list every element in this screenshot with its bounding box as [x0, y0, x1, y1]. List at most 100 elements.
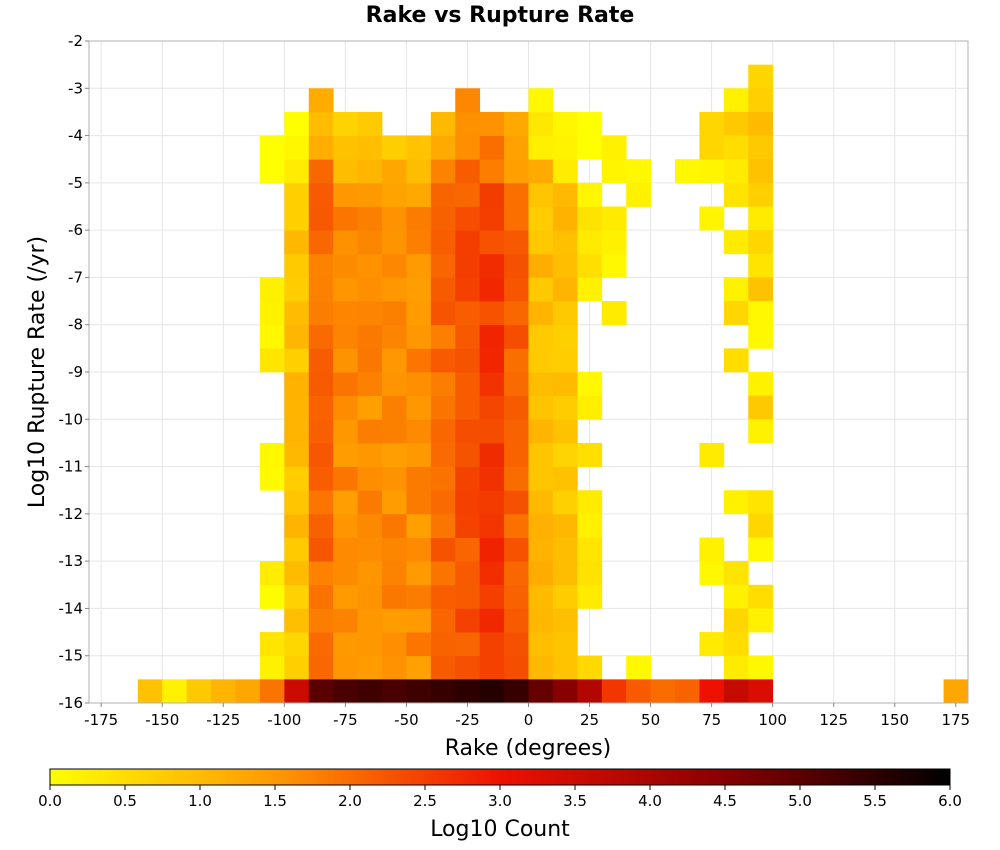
- heatmap-cell: [528, 372, 554, 397]
- heatmap-cell: [528, 632, 554, 657]
- heatmap-cell: [699, 159, 725, 184]
- heatmap-cell: [430, 324, 456, 349]
- heatmap-cell: [528, 253, 554, 278]
- heatmap-cell: [699, 632, 725, 657]
- x-tick-label: 150: [880, 711, 909, 729]
- heatmap-cell: [479, 301, 505, 326]
- colorbar-ticks: 0.0 0.5 1.0 1.5 2.0 2.5 3.0 3.5 4.0 4.5 5.0 5.5 6.0: [38, 785, 962, 810]
- heatmap-cell: [308, 561, 334, 586]
- heatmap-cell: [333, 135, 358, 160]
- heatmap-cell: [601, 253, 627, 278]
- heatmap-cell: [723, 608, 749, 633]
- heatmap-cell: [333, 111, 358, 136]
- heatmap-cell: [382, 253, 407, 278]
- heatmap-cell: [504, 442, 529, 467]
- heatmap-cell: [430, 348, 456, 373]
- heatmap-cell: [284, 466, 310, 491]
- heatmap-cell: [357, 372, 383, 397]
- heatmap-cell: [943, 679, 968, 703]
- heatmap-cell: [479, 679, 505, 703]
- heatmap-cell: [308, 206, 334, 231]
- heatmap-cell: [455, 348, 481, 373]
- heatmap-cell: [748, 490, 774, 515]
- heatmap-cell: [357, 537, 383, 562]
- heatmap-cell: [333, 561, 358, 586]
- heatmap-cell: [577, 490, 603, 515]
- heatmap-cell: [357, 395, 383, 420]
- heatmap-cell: [308, 348, 334, 373]
- heatmap-cell: [552, 490, 578, 515]
- heatmap-cell: [455, 135, 481, 160]
- colorbar-tick-label: 3.0: [488, 792, 512, 810]
- heatmap-cell: [333, 324, 358, 349]
- heatmap-cell: [406, 182, 432, 207]
- heatmap-cell: [479, 537, 505, 562]
- heatmap-cell: [504, 301, 529, 326]
- heatmap-cell: [577, 537, 603, 562]
- heatmap-cell: [479, 277, 505, 302]
- heatmap-cell: [504, 253, 529, 278]
- heatmap-cell: [479, 135, 505, 160]
- heatmap-cell: [528, 348, 554, 373]
- heatmap-cell: [333, 395, 358, 420]
- heatmap-cell: [259, 348, 285, 373]
- heatmap-cell: [333, 206, 358, 231]
- heatmap-cell: [333, 277, 358, 302]
- heatmap-cell: [479, 584, 505, 609]
- heatmap-cell: [455, 584, 481, 609]
- heatmap-cell: [308, 419, 334, 444]
- heatmap-cell: [504, 182, 529, 207]
- heatmap-cell: [382, 182, 407, 207]
- heatmap-cell: [577, 561, 603, 586]
- heatmap-cell: [552, 513, 578, 538]
- heatmap-cell: [382, 395, 407, 420]
- heatmap-cell: [723, 632, 749, 657]
- x-tick-label: -50: [394, 711, 419, 729]
- heatmap-cell: [504, 513, 529, 538]
- heatmap-cell: [455, 537, 481, 562]
- heatmap-cell: [528, 277, 554, 302]
- heatmap-cell: [748, 584, 774, 609]
- x-tick-label: -25: [455, 711, 480, 729]
- heatmap-cell: [528, 324, 554, 349]
- heatmap-cell: [455, 301, 481, 326]
- heatmap-cell: [601, 230, 627, 255]
- heatmap-cell: [504, 111, 529, 136]
- heatmap-cell: [382, 372, 407, 397]
- heatmap-cell: [137, 679, 163, 703]
- heatmap-cell: [455, 419, 481, 444]
- heatmap-cell: [333, 182, 358, 207]
- heatmap-cell: [626, 655, 651, 680]
- heatmap-cell: [577, 182, 603, 207]
- heatmap-cell: [259, 277, 285, 302]
- heatmap-cell: [528, 679, 554, 703]
- heatmap-cell: [552, 348, 578, 373]
- heatmap-cell: [308, 655, 334, 680]
- heatmap-cell: [577, 395, 603, 420]
- heatmap-cell: [528, 395, 554, 420]
- heatmap-cell: [748, 537, 774, 562]
- heatmap-cell: [382, 442, 407, 467]
- heatmap-cell: [333, 584, 358, 609]
- y-tick-label: -11: [59, 458, 84, 476]
- heatmap-cell: [528, 442, 554, 467]
- heatmap-cell: [430, 277, 456, 302]
- heatmap-cell: [259, 301, 285, 326]
- heatmap-cell: [455, 253, 481, 278]
- heatmap-cell: [552, 277, 578, 302]
- heatmap-cell: [479, 324, 505, 349]
- heatmap-cell: [748, 301, 774, 326]
- heatmap-cell: [504, 395, 529, 420]
- heatmap-cell: [723, 277, 749, 302]
- heatmap-cell: [528, 419, 554, 444]
- heatmap-cell: [308, 632, 334, 657]
- heatmap-cell: [259, 561, 285, 586]
- heatmap-cell: [308, 253, 334, 278]
- heatmap-cell: [552, 679, 578, 703]
- heatmap-cell: [528, 301, 554, 326]
- heatmap-cell: [357, 348, 383, 373]
- heatmap-cell: [748, 277, 774, 302]
- heatmap-cell: [552, 442, 578, 467]
- heatmap-cell: [455, 466, 481, 491]
- heatmap-cell: [382, 513, 407, 538]
